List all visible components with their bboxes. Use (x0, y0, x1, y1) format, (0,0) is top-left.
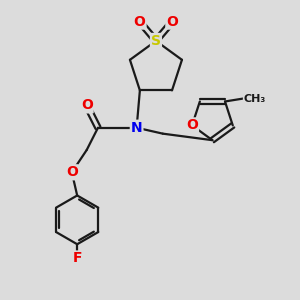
Text: CH₃: CH₃ (243, 94, 266, 103)
Text: S: S (151, 34, 161, 48)
Text: O: O (134, 15, 146, 28)
Text: F: F (72, 251, 82, 266)
Text: O: O (167, 15, 178, 28)
Text: N: N (131, 121, 142, 135)
Text: O: O (186, 118, 198, 132)
Text: O: O (66, 165, 78, 179)
Text: O: O (81, 98, 93, 112)
